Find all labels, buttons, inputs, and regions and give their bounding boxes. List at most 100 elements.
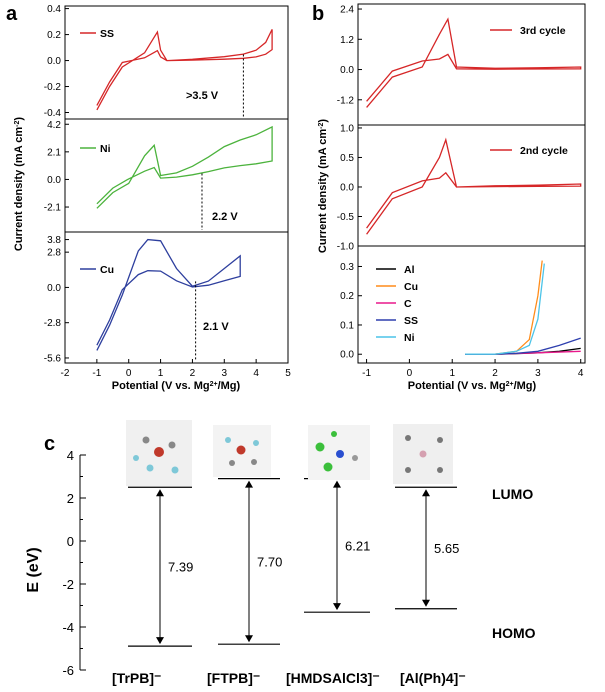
molecule-trpb-atom-3 [146,464,154,472]
panel-c-ytick-label: 2 [67,491,74,506]
molecule-ftpb-atom-4 [251,459,257,465]
panel-a-ytick-label: -5.6 [44,353,62,364]
panel-c-ytick-label: 4 [67,448,74,463]
molecule-hmdsalcl3-atom [352,455,358,461]
panel-b-ytick-label: 0.1 [340,320,354,331]
panel-a-ylabel: Current density (mA cm-2) [13,117,25,252]
gap-arrow-head-down [422,599,430,607]
panel-a-xtick-label: 1 [158,368,164,379]
molecule-alph4-atom-4 [437,467,443,473]
molecule-hmdsalcl3-cl-3 [331,431,337,437]
panel-b-xtick-label: 3 [535,368,541,379]
molecule-ftpb-atom-1 [225,437,231,443]
molecule-ftpb-atom-3 [229,460,235,466]
molecule-trpb-atom-5 [133,455,139,461]
cv-curve-ni [96,125,273,209]
gap-arrow-head-up [422,489,430,497]
panel-c-ytick-label: -2 [62,577,74,592]
panel-b-ytick-label: -1.0 [337,242,355,253]
molecule-alph4-atom-1 [405,435,411,441]
panel-a-ytick-label: 0.0 [47,56,61,67]
panel-a-xtick-label: 0 [126,368,132,379]
panel-a-ytick-label: 0.4 [47,4,61,15]
annotation-ni: 2.2 V [212,211,238,223]
panel-a-curves [96,29,273,361]
panel-b-ticks: -1 0 1 2 3 4 2.4 1.2 0.0 -1.2 1.0 0.5 0.0 -0.5 -1.0 0.3… [337,5,584,379]
molecule-alph4-core [419,450,427,458]
panel-b-frame-2 [357,124,586,247]
panel-b-curves [366,17,582,355]
panel-a-xtick-label: 3 [222,368,228,379]
panel-a-xtick-label: 2 [190,368,196,379]
panel-c: 4 2 0 -2 -4 -6 E (eV) 7.39 7.70 6.21 5.65 [25,420,536,686]
panel-label-b: b [312,3,324,25]
panel-b-ylabel: Current density (mA cm-2) [317,119,329,254]
species-trpb: [TrPB]⁻ [112,670,161,686]
panel-b-xtick-label: 4 [578,368,584,379]
gap-arrow-head-up [156,489,164,497]
panel-a-xtick-label: 5 [285,368,291,379]
panel-a: -2 -1 0 1 2 3 4 5 0.4 0.2 0.0 -0.2 -0.44.2 2.1 0.0 -2.1… [13,4,291,392]
panel-b-xlabel: Potential (V vs. Mg2+/Mg) [408,380,537,392]
panel-a-ytick-label: -2.1 [44,203,62,214]
gap-arrow-head-down [245,635,253,643]
annotation-ss: >3.5 V [186,90,219,102]
panel-c-ytick-label: 0 [67,534,74,549]
homo-label: HOMO [492,625,536,641]
molecule-trpb-atom-2 [168,441,176,449]
panel-b: -1 0 1 2 3 4 2.4 1.2 0.0 -1.2 1.0 0.5 0.0 -0.5 -1.0 0.3… [317,3,586,392]
panel-a-xtick-label: 4 [253,368,259,379]
molecule-hmdsalcl3-core [336,450,344,458]
gap-arrow-head-up [333,480,341,488]
panel-a-frame-3 [64,231,289,364]
cv-curve-b-1 [366,137,582,235]
panel-b-ytick-label: 0.0 [340,182,354,193]
legend-c-label: C [404,298,412,310]
panel-a-ytick-label: -0.2 [44,82,62,93]
panel-a-ytick-label: 2.8 [47,248,61,259]
panel-b-ytick-label: 1.2 [340,35,354,46]
panel-b-ytick-label: 0.2 [340,291,354,302]
panel-b-frame-3 [357,245,586,364]
lsv-curve-ni [465,263,545,355]
panel-a-ticks: -2 -1 0 1 2 3 4 5 0.4 0.2 0.0 -0.2 -0.44.2 2.1 0.0 -2.1… [44,4,291,379]
panel-a-ytick-label: 0.0 [47,283,61,294]
molecule-trpb-atom-4 [171,466,179,474]
gap-value: 5.65 [434,541,459,556]
legend-2nd-cycle: 2nd cycle [520,145,568,157]
legend-ni-label: Ni [100,143,111,155]
panel-c-ytick-label: -6 [62,663,74,678]
panel-c-ytick-label: -4 [62,620,74,635]
gap-value: 7.39 [168,560,193,575]
panel-b-ytick-label: 2.4 [340,5,354,16]
panel-a-ytick-label: -0.4 [44,108,62,119]
molecule-trpb-core [154,447,164,457]
molecule-hmdsalcl3-cl-1 [315,442,325,452]
panel-b-ytick-label: 1.0 [340,123,354,134]
panel-b-frame-1 [357,3,586,126]
panel-c-ylabel: E (eV) [25,547,42,592]
species-hmdsalcl3: [HMDSAlCl3]⁻ [286,670,380,686]
gap-arrow-head-down [156,637,164,645]
gap-value: 7.70 [257,554,282,569]
molecule-ftpb-atom-2 [253,440,259,446]
molecule-trpb-atom-1 [142,436,150,444]
legend-al-label: Al [404,264,415,276]
panel-label-c: c [44,433,55,455]
legend-ss-label: SS [404,315,418,327]
gap-value: 6.21 [345,538,370,553]
panel-label-a: a [6,3,18,25]
legend-ni-label: Ni [404,332,415,344]
legend-3rd-cycle: 3rd cycle [520,25,566,37]
species-alph4: [Al(Ph)4]⁻ [400,670,466,686]
panel-b-ytick-label: -0.5 [337,212,355,223]
panel-a-ytick-label: 0.2 [47,30,61,41]
panel-a-ytick-label: -2.8 [44,318,62,329]
legend-cu-label: Cu [100,264,114,276]
annotation-cu: 2.1 V [203,321,229,333]
panel-b-ytick-label: 0.0 [340,350,354,361]
cv-curve-b-0 [366,17,582,108]
panel-b-ytick-label: 0.3 [340,262,354,273]
panel-b-ytick-label: 0.0 [340,65,354,76]
